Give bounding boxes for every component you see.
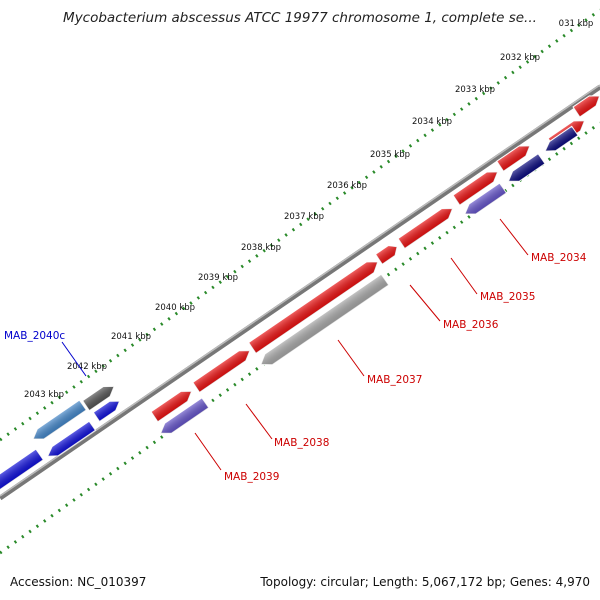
gene-arrow-edge[interactable] [572, 91, 600, 118]
gene-label-mab-2035[interactable]: MAB_2035 [480, 291, 535, 303]
gene-arrow-mab-2037[interactable] [257, 273, 390, 369]
scale-tick-label: 2038 kbp [241, 243, 281, 253]
scale-tick-label: 2034 kbp [412, 117, 452, 127]
scale-tick-label: 2041 kbp [111, 332, 151, 342]
scale-tick-label: 2032 kbp [500, 53, 540, 63]
callout-line [245, 403, 273, 440]
topology-stats: Topology: circular; Length: 5,067,172 bp… [260, 575, 590, 589]
gene-arrow-blue-b[interactable] [0, 448, 44, 495]
callout-line [61, 341, 87, 377]
gene-label-mab-2037[interactable]: MAB_2037 [367, 374, 422, 386]
callout-line [194, 432, 222, 471]
callout-line [337, 339, 365, 377]
gene-arrow-red-a[interactable] [192, 346, 253, 394]
scale-tick-label: 031 kbp [559, 19, 594, 29]
gene-arrow-navy-b[interactable] [505, 153, 546, 187]
gene-arrow-mab-2034[interactable] [462, 182, 508, 219]
callout-line [450, 257, 478, 295]
scale-tick-label: 2042 kbp [67, 362, 107, 372]
gene-arrow-blue-small[interactable] [92, 397, 122, 423]
scale-tick-label: 2040 kbp [155, 303, 195, 313]
gene-arrow-mab-2035-fwd[interactable] [452, 167, 501, 206]
gene-arrow-mab-2038[interactable] [247, 257, 382, 354]
accession-label: Accession: NC_010397 [10, 575, 147, 589]
backbone-line [0, 84, 600, 501]
gene-arrow-mab-2034-fwd[interactable] [496, 141, 533, 172]
scale-tick-label: 2036 kbp [327, 181, 367, 191]
gene-label-mab-2034[interactable]: MAB_2034 [531, 252, 587, 264]
map-title: Mycobacterium abscessus ATCC 19977 chrom… [63, 10, 537, 26]
gene-arrow-mab-2039[interactable] [157, 397, 210, 438]
scale-tick-label: 2035 kbp [370, 150, 410, 160]
gene-label-mab-2039[interactable]: MAB_2039 [224, 471, 279, 483]
scale-tick-label: 2033 kbp [455, 85, 495, 95]
gene-arrow-blue-a[interactable] [45, 420, 97, 461]
gene-arrow-mab-2040c[interactable] [30, 399, 87, 444]
callout-line [409, 284, 441, 322]
scale-tick-label: 2039 kbp [198, 273, 238, 283]
gene-arrow-mab-2036[interactable] [397, 204, 456, 250]
scale-tick-label: 2043 kbp [24, 390, 64, 400]
outer-scale-line [0, 8, 600, 442]
gene-arrow-red-b[interactable] [150, 386, 195, 423]
callout-line [499, 218, 529, 256]
scale-tick-label: 2037 kbp [284, 212, 324, 222]
gene-label-mab-2040c[interactable]: MAB_2040c [4, 330, 65, 342]
backbone-highlight [0, 84, 600, 497]
gene-label-mab-2038[interactable]: MAB_2038 [274, 437, 329, 449]
gene-arrow-small[interactable] [374, 242, 401, 265]
gene-arrow-navy-a[interactable] [542, 125, 579, 155]
gene-label-mab-2036[interactable]: MAB_2036 [443, 319, 499, 331]
gene-arrow-mab-2040c-grey[interactable] [81, 381, 118, 412]
